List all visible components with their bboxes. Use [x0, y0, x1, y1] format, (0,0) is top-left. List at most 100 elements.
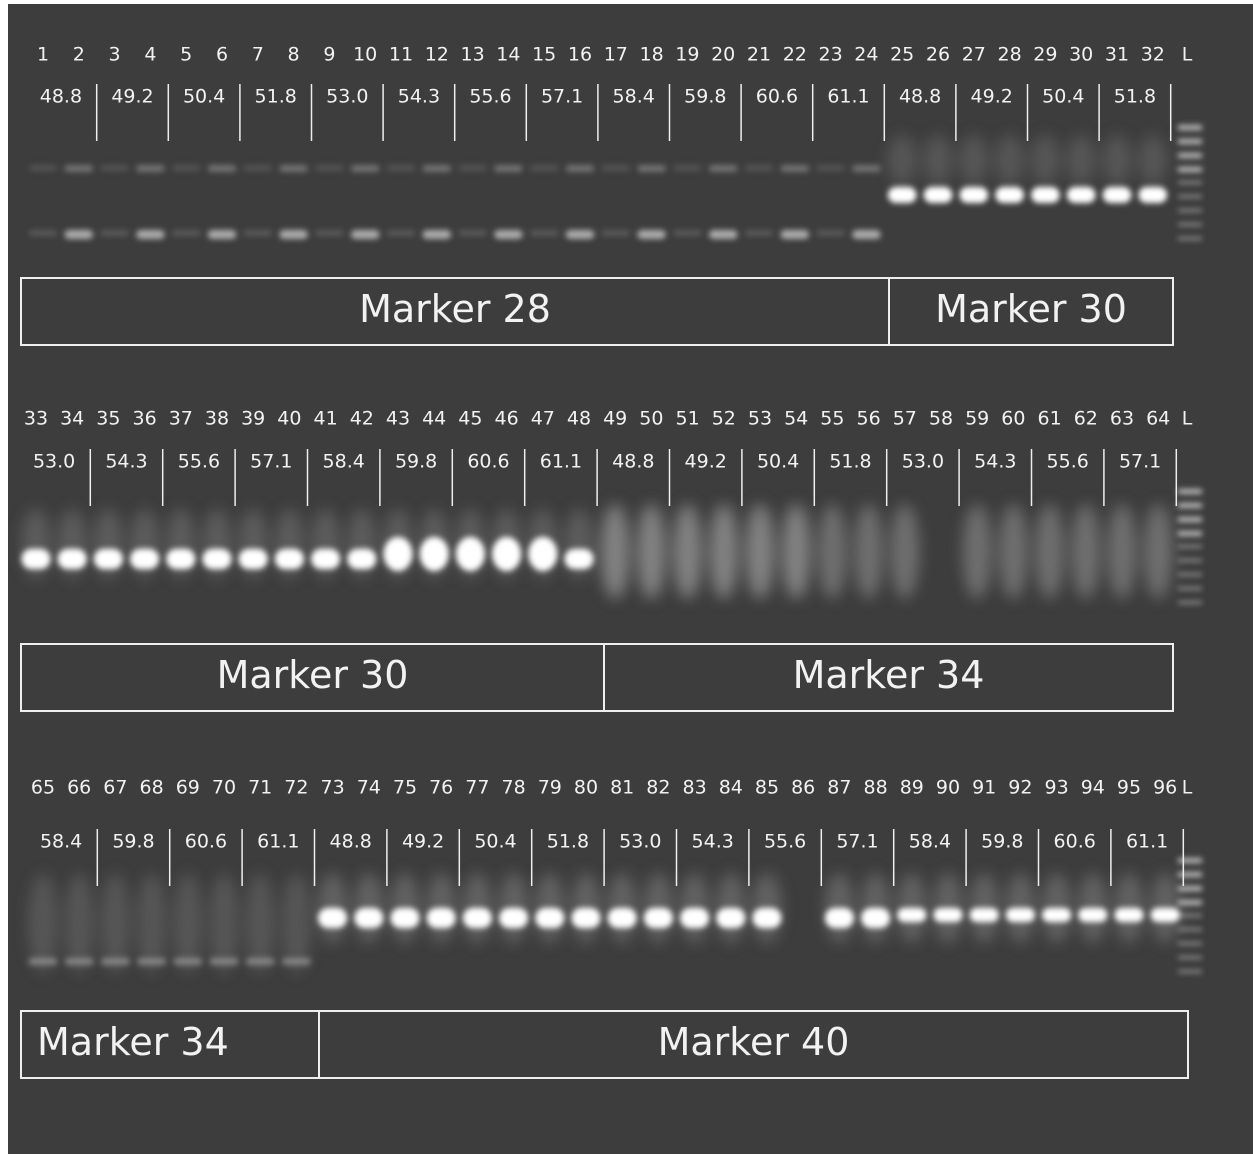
lane-number: 31	[1105, 44, 1129, 66]
dna-band	[924, 135, 953, 185]
lane-number: 67	[103, 777, 127, 799]
lane-number: 19	[675, 44, 699, 66]
lane-number: 9	[323, 44, 335, 66]
annealing-temperature: 50.4	[183, 86, 225, 108]
annealing-temperature: 60.6	[756, 86, 798, 108]
dna-band	[65, 958, 94, 965]
annealing-temperature: 61.1	[540, 451, 582, 473]
ladder-band	[1178, 942, 1202, 945]
dna-band	[1103, 187, 1132, 203]
lane-number: 29	[1033, 44, 1057, 66]
dna-band	[427, 908, 456, 928]
lane-number: L	[1182, 408, 1193, 430]
lane-number: 51	[676, 408, 700, 430]
dna-band	[999, 504, 1028, 599]
lane-number: 70	[212, 777, 236, 799]
annealing-temperature: 50.4	[1042, 86, 1084, 108]
dna-band	[22, 549, 51, 569]
dna-band	[746, 504, 775, 599]
annealing-temperature: 61.1	[827, 86, 869, 108]
ladder-band	[1178, 503, 1202, 508]
dna-band	[100, 230, 129, 236]
annealing-temperature: 48.8	[899, 86, 941, 108]
lane-number: 59	[965, 408, 989, 430]
dna-band	[709, 230, 738, 239]
dna-band	[384, 537, 413, 571]
dna-band	[458, 230, 487, 236]
ladder-band	[1178, 545, 1202, 548]
annealing-temperature: 53.0	[619, 831, 661, 853]
gel-background	[8, 4, 1253, 1154]
annealing-temperature: 55.6	[1047, 451, 1089, 473]
lane-number: 60	[1001, 408, 1025, 430]
dna-band	[888, 187, 917, 203]
annealing-temperature: 53.0	[326, 86, 368, 108]
lane-number: 89	[900, 777, 924, 799]
marker-label: Marker 30	[935, 287, 1127, 331]
lane-number: 15	[532, 44, 556, 66]
dna-band	[210, 958, 239, 965]
lane-number: 13	[461, 44, 485, 66]
dna-band	[64, 165, 93, 172]
dna-band	[963, 504, 992, 599]
lane-number: 81	[610, 777, 634, 799]
dna-band	[1067, 135, 1096, 185]
dna-band	[825, 908, 854, 928]
dna-band	[499, 908, 528, 928]
dna-band	[420, 537, 449, 571]
lane-number: 84	[719, 777, 743, 799]
dna-band	[239, 549, 268, 569]
dna-band	[282, 958, 311, 965]
dna-band	[172, 230, 201, 236]
lane-number: 56	[857, 408, 881, 430]
lane-number: 93	[1045, 777, 1069, 799]
dna-band	[137, 958, 166, 965]
lane-number: 88	[864, 777, 888, 799]
dna-band	[166, 549, 195, 569]
dna-band	[29, 230, 58, 236]
dna-band	[680, 908, 709, 928]
dna-band	[709, 165, 738, 172]
annealing-temperature: 50.4	[474, 831, 516, 853]
lane-number: 49	[603, 408, 627, 430]
ladder-band	[1178, 139, 1202, 144]
lane-number: 20	[711, 44, 735, 66]
ladder-band	[1178, 559, 1202, 562]
dna-band	[243, 165, 272, 171]
annealing-temperature: 54.3	[974, 451, 1016, 473]
dna-band	[315, 230, 344, 236]
lane-number: 92	[1008, 777, 1032, 799]
dna-band	[130, 549, 159, 569]
dna-band	[275, 549, 304, 569]
marker-label: Marker 34	[793, 653, 985, 697]
dna-band	[354, 908, 383, 928]
lane-number: 14	[496, 44, 520, 66]
dna-band	[101, 958, 130, 965]
dna-band	[458, 165, 487, 171]
dna-band	[1031, 135, 1060, 185]
ladder-band	[1178, 956, 1202, 959]
dna-band	[136, 230, 165, 239]
lane-number: 86	[791, 777, 815, 799]
dna-band	[351, 230, 380, 239]
lane-number: 80	[574, 777, 598, 799]
dna-band	[716, 908, 745, 928]
gel-figure: 1234567891011121314151617181920212223242…	[0, 0, 1253, 1154]
dna-band	[888, 135, 917, 185]
dna-band	[637, 504, 666, 599]
lane-number: 30	[1069, 44, 1093, 66]
lane-number: 74	[357, 777, 381, 799]
dna-band	[970, 908, 999, 922]
annealing-temperature: 59.8	[981, 831, 1023, 853]
dna-band	[463, 908, 492, 928]
lane-number: 44	[422, 408, 446, 430]
lane-number: 62	[1074, 408, 1098, 430]
lane-number: 17	[604, 44, 628, 66]
annealing-temperature: 60.6	[185, 831, 227, 853]
annealing-temperature: 55.6	[178, 451, 220, 473]
lane-number: 34	[60, 408, 84, 430]
dna-band	[318, 908, 347, 928]
ladder-band	[1178, 928, 1202, 931]
annealing-temperature: 59.8	[112, 831, 154, 853]
dna-band	[673, 230, 702, 236]
